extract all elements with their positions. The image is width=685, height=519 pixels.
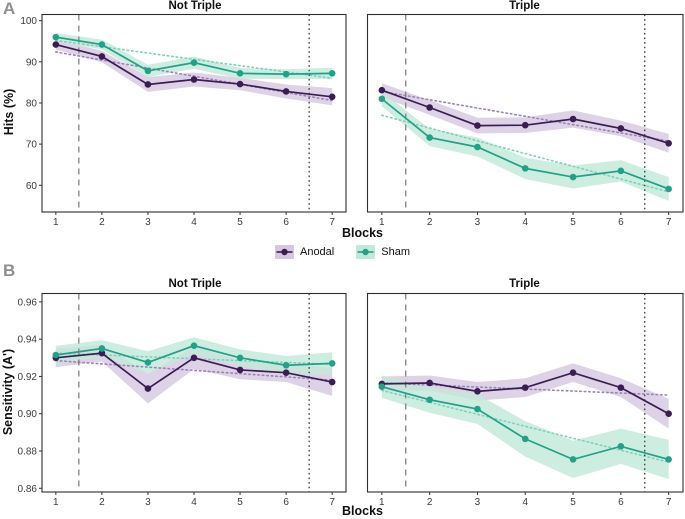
legend-item-anodal[interactable]: Anodal <box>274 245 335 259</box>
legend-label-anodal: Anodal <box>299 245 335 258</box>
svg-text:4: 4 <box>522 217 528 227</box>
legend-item-sham[interactable]: Sham <box>356 245 410 259</box>
svg-text:5: 5 <box>570 497 576 507</box>
svg-text:7: 7 <box>329 497 335 507</box>
x-axis-label-blocks-top: Blocks <box>342 226 383 240</box>
svg-text:6: 6 <box>283 217 289 227</box>
chart-panel-hits-triple: 1 2 3 4 5 6 7 <box>366 13 684 227</box>
svg-text:4: 4 <box>191 497 197 507</box>
legend: Anodal Sham <box>0 243 685 261</box>
svg-text:0.96: 0.96 <box>18 297 38 308</box>
svg-text:3: 3 <box>475 497 481 507</box>
svg-text:6: 6 <box>618 217 624 227</box>
svg-text:7: 7 <box>666 497 672 507</box>
svg-text:7: 7 <box>666 217 672 227</box>
facet-title-b-not-triple: Not Triple <box>168 278 222 290</box>
svg-text:2: 2 <box>99 217 105 227</box>
svg-text:70: 70 <box>26 140 38 151</box>
svg-text:100: 100 <box>20 16 37 27</box>
svg-text:5: 5 <box>237 497 243 507</box>
svg-text:1: 1 <box>379 497 385 507</box>
svg-text:80: 80 <box>26 98 38 109</box>
svg-text:0.88: 0.88 <box>18 446 38 457</box>
svg-text:5: 5 <box>570 217 576 227</box>
facet-title-a-triple: Triple <box>509 0 540 12</box>
svg-text:6: 6 <box>283 497 289 507</box>
chart-panel-sensitivity-triple: 1 2 3 4 5 6 7 <box>366 292 684 507</box>
svg-text:2: 2 <box>99 497 105 507</box>
svg-text:3: 3 <box>145 217 151 227</box>
chart-panel-hits-not-triple: 1 2 3 4 5 6 7 60 70 80 90 100 <box>20 13 347 227</box>
svg-text:6: 6 <box>618 497 624 507</box>
chart-panel-sensitivity-not-triple: 1 2 3 4 5 6 7 0.86 0.88 0.90 0.92 0.94 0.96 <box>18 292 347 507</box>
sham-key-icon <box>356 245 376 259</box>
svg-text:60: 60 <box>26 181 38 192</box>
svg-text:1: 1 <box>53 497 59 507</box>
panel-b-letter: B <box>3 261 16 280</box>
svg-text:0.90: 0.90 <box>18 409 38 420</box>
svg-text:90: 90 <box>26 57 38 68</box>
svg-text:4: 4 <box>191 217 197 227</box>
svg-text:3: 3 <box>475 217 481 227</box>
svg-text:1: 1 <box>53 217 59 227</box>
svg-text:0.94: 0.94 <box>18 335 38 346</box>
svg-text:3: 3 <box>145 497 151 507</box>
svg-text:7: 7 <box>329 217 335 227</box>
x-axis-label-blocks-bottom: Blocks <box>342 504 383 518</box>
legend-label-sham: Sham <box>381 245 410 258</box>
svg-text:4: 4 <box>522 497 528 507</box>
svg-text:2: 2 <box>427 217 433 227</box>
svg-text:1: 1 <box>379 217 385 227</box>
anodal-key-icon <box>274 245 294 259</box>
svg-text:0.92: 0.92 <box>18 372 38 383</box>
svg-text:0.86: 0.86 <box>18 484 38 495</box>
panel-a-letter: A <box>3 0 16 18</box>
svg-text:5: 5 <box>237 217 243 227</box>
facet-title-b-triple: Triple <box>509 278 540 290</box>
facet-title-a-not-triple: Not Triple <box>168 0 222 12</box>
svg-text:2: 2 <box>427 497 433 507</box>
